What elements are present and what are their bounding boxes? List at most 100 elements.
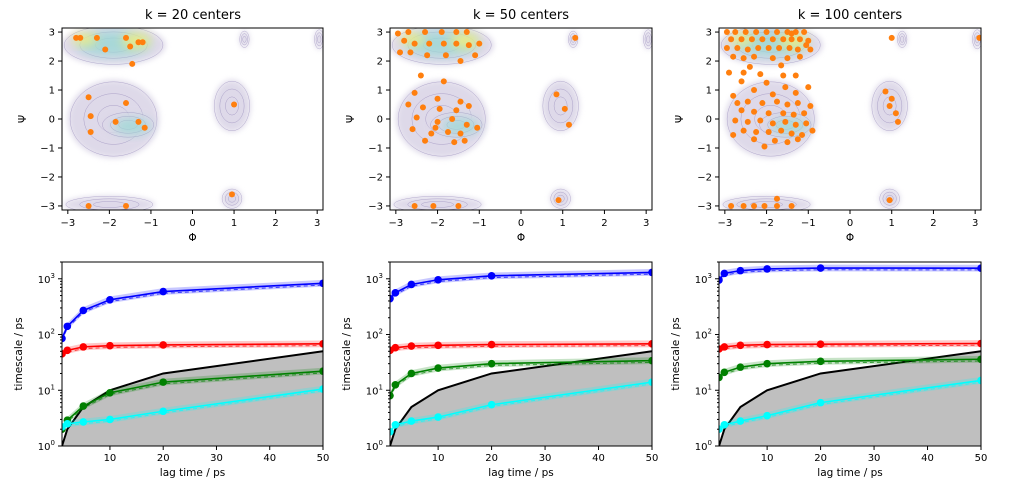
cluster-center-point bbox=[87, 113, 94, 120]
cluster-centers bbox=[73, 34, 238, 209]
cluster-center-point bbox=[792, 72, 799, 79]
y-axis-label: timescale / ps bbox=[13, 317, 25, 390]
cluster-center-point bbox=[85, 202, 92, 209]
y-tick-label: 0 bbox=[706, 115, 712, 126]
cluster-center-point bbox=[757, 71, 764, 78]
x-tick-label: 10 bbox=[432, 453, 445, 464]
series-point bbox=[319, 367, 323, 375]
density-background bbox=[62, 28, 323, 210]
cluster-center-point bbox=[894, 118, 901, 125]
x-tick-label: 20 bbox=[485, 453, 498, 464]
density-contour bbox=[643, 29, 652, 50]
cluster-center-point bbox=[784, 101, 791, 108]
series-point bbox=[816, 264, 825, 272]
cluster-center-point bbox=[792, 121, 799, 128]
series-point bbox=[719, 276, 723, 284]
cluster-center-point bbox=[778, 62, 785, 69]
cluster-center-point bbox=[751, 136, 758, 143]
density-contour bbox=[882, 191, 897, 206]
cluster-center-point bbox=[730, 92, 737, 99]
x-tick-label: 30 bbox=[539, 453, 552, 464]
series-confidence-band bbox=[390, 340, 652, 354]
cluster-center-point bbox=[778, 127, 785, 134]
density-contour bbox=[421, 201, 454, 208]
series-point bbox=[736, 266, 745, 275]
density-contour bbox=[877, 88, 903, 124]
cluster-center-point bbox=[730, 131, 737, 138]
cluster-center-point bbox=[771, 137, 778, 144]
y-tick-label: 3 bbox=[49, 28, 55, 39]
cluster-center-point bbox=[761, 143, 768, 150]
lag-time-line bbox=[719, 350, 981, 446]
cluster-center-point bbox=[463, 121, 470, 128]
density-contour bbox=[65, 195, 154, 210]
series-mean-line bbox=[719, 360, 981, 380]
series-confidence-band bbox=[62, 340, 323, 358]
cluster-center-point bbox=[407, 49, 414, 56]
cluster-center-point bbox=[773, 98, 780, 105]
cluster-center-point bbox=[397, 49, 404, 56]
cluster-center-point bbox=[726, 69, 733, 76]
density-contour bbox=[550, 188, 571, 209]
density-contour bbox=[548, 88, 574, 124]
implied-timescales-panel: 10 20 30 40 50 100 101 102 103 lag time / ps times… bbox=[341, 261, 658, 479]
x-tick-label: 2 bbox=[272, 218, 278, 229]
series-confidence-band bbox=[390, 357, 652, 400]
series-point bbox=[407, 369, 416, 378]
density-contour bbox=[393, 195, 482, 210]
density-blob bbox=[972, 29, 981, 50]
y-axis-label: Ψ bbox=[345, 115, 357, 123]
y-tick-label: 102 bbox=[366, 328, 383, 342]
density-contour bbox=[239, 30, 250, 48]
cluster-center-point bbox=[788, 202, 795, 209]
series-point bbox=[159, 341, 168, 349]
series-point bbox=[487, 272, 496, 280]
cluster-center-point bbox=[428, 130, 435, 137]
density-contour bbox=[972, 29, 981, 50]
cluster-center-point bbox=[127, 43, 134, 50]
cluster-center-point bbox=[734, 44, 741, 51]
series-point bbox=[977, 339, 981, 348]
x-tick-label: 3 bbox=[643, 218, 649, 229]
cluster-center-point bbox=[782, 84, 789, 91]
cluster-center-point bbox=[411, 40, 418, 47]
x-tick-label: 50 bbox=[317, 453, 330, 464]
x-tick-label: 0 bbox=[189, 218, 195, 229]
density-contour bbox=[225, 96, 239, 116]
y-tick-label: −1 bbox=[40, 143, 55, 154]
y-tick-label: 103 bbox=[366, 272, 383, 286]
cluster-center-point bbox=[740, 127, 747, 134]
series-point bbox=[816, 357, 825, 366]
series-point bbox=[391, 381, 400, 389]
x-tick-label: −2 bbox=[102, 218, 117, 229]
series-point bbox=[816, 398, 825, 407]
cluster-centers bbox=[394, 29, 579, 209]
series-point bbox=[720, 343, 729, 351]
cluster-center-point bbox=[123, 100, 130, 107]
lag-time-line bbox=[390, 350, 652, 446]
series-point bbox=[106, 415, 114, 424]
density-contour bbox=[219, 88, 245, 124]
y-tick-label: −2 bbox=[40, 172, 55, 183]
cluster-center-point bbox=[77, 34, 84, 41]
x-tick-label: 3 bbox=[314, 218, 320, 229]
cluster-center-point bbox=[751, 87, 758, 94]
y-tick-label: 101 bbox=[38, 383, 55, 397]
series-point bbox=[720, 269, 729, 278]
density-contour bbox=[898, 33, 906, 46]
series-mean-line bbox=[719, 269, 981, 283]
cluster-center-point bbox=[744, 118, 751, 125]
panel-k50: k = 50 centers −3 −2 −1 0 1 2 3 −3 −2 −1 0 1 2 3 Φ Ψ bbox=[345, 8, 653, 244]
x-tick-label: −2 bbox=[759, 218, 774, 229]
series-point bbox=[62, 334, 66, 343]
cluster-center-point bbox=[572, 34, 579, 41]
cluster-center-point bbox=[413, 114, 420, 121]
x-axis-label: Φ bbox=[188, 232, 196, 244]
cluster-center-point bbox=[740, 202, 747, 209]
cluster-center-point bbox=[228, 191, 235, 198]
cluster-center-point bbox=[424, 52, 431, 59]
cluster-center-point bbox=[738, 36, 745, 43]
series-point bbox=[391, 289, 400, 297]
cluster-center-point bbox=[438, 29, 445, 36]
cluster-center-point bbox=[886, 197, 893, 204]
